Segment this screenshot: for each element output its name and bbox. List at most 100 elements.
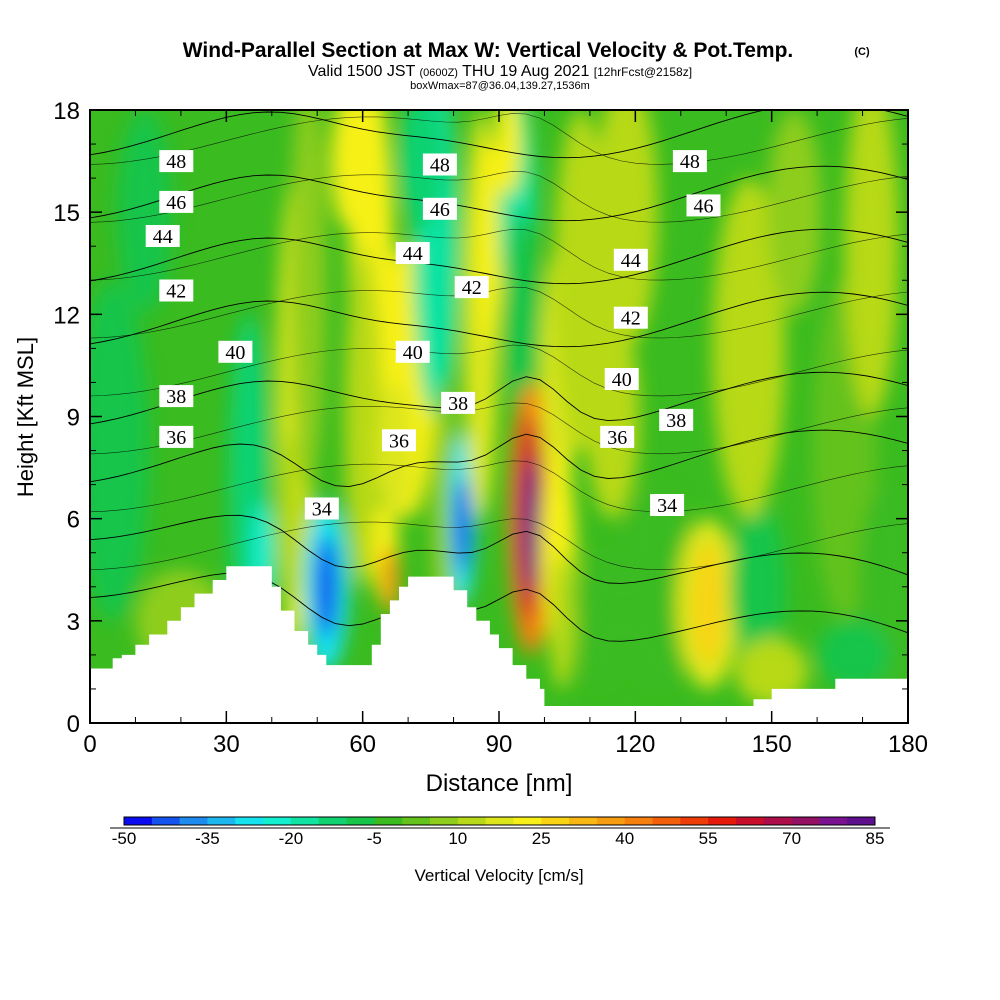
w-cell — [522, 457, 539, 594]
colorbar-swatch — [179, 817, 208, 825]
colorbar-swatch — [680, 817, 709, 825]
subtitle-zulu: (0600Z) — [419, 67, 458, 79]
plot-area: 48 48 48 46 46 46 44 44 44 42 42 42 40 40 40 38 38 38 36 36… — [90, 110, 908, 723]
contour-label: 40 — [218, 340, 253, 364]
y-tick-label: 18 — [53, 98, 80, 125]
contour-label: 48 — [672, 150, 707, 173]
contour-label-text: 36 — [607, 427, 627, 449]
isentrope-line — [90, 514, 908, 584]
x-tick-label: 30 — [213, 731, 240, 758]
contour-label-box — [395, 340, 430, 363]
x-axis-label: Distance [nm] — [426, 770, 573, 797]
chart-box-info: boxWmax=87@36.04,139.27,1536m — [410, 80, 590, 92]
colorbar-tick-label: -50 — [112, 829, 137, 848]
colorbar-swatch — [735, 817, 765, 825]
contour-label-text: 46 — [694, 195, 714, 217]
x-axis: 0 30 60 90 120 150 180 — [83, 110, 928, 758]
isentrope-line — [90, 228, 908, 281]
contour-label-box — [159, 279, 194, 302]
colorbar-swatch — [374, 817, 403, 825]
contour-label-box — [159, 150, 194, 173]
contour-label-text: 34 — [657, 495, 677, 517]
colorbar-swatch — [207, 817, 236, 825]
w-cell — [90, 280, 150, 621]
contour-label-box — [600, 425, 635, 448]
x-tick-label: 150 — [752, 731, 792, 758]
isentrope-line — [90, 518, 908, 570]
colorbar-swatch — [457, 817, 486, 825]
contour-label-box — [395, 242, 430, 264]
contour-label: 44 — [145, 225, 180, 248]
contour-label: 36 — [600, 425, 635, 449]
colorbar-swatch — [290, 817, 320, 825]
contour-label-box — [650, 494, 685, 516]
contour-label-box — [604, 368, 639, 390]
colorbar-swatch — [235, 817, 264, 825]
colorbar-swatch — [624, 817, 653, 825]
isentrope-line — [90, 371, 908, 425]
contour-label-text: 48 — [680, 151, 700, 173]
contour-label: 44 — [395, 242, 430, 265]
w-cell — [767, 110, 822, 315]
colorbar-tick-label: -5 — [367, 829, 382, 848]
isentrope-line — [90, 165, 908, 222]
contour-label-box — [613, 248, 648, 271]
colorbar-tick-label: 85 — [866, 829, 885, 848]
contour-label: 44 — [613, 248, 648, 272]
contour-label-text: 36 — [389, 430, 409, 452]
y-tick-label: 6 — [67, 507, 80, 534]
colorbar-swatch — [596, 817, 626, 825]
colorbar-swatch — [791, 817, 820, 825]
y-tick-label: 12 — [53, 302, 80, 329]
isentrope-line — [90, 286, 908, 339]
contour-label: 42 — [159, 279, 194, 303]
w-cell — [621, 484, 695, 689]
contour-label: 36 — [159, 425, 194, 449]
colorbar-swatch — [402, 817, 431, 825]
colorbar-swatch — [124, 817, 153, 825]
colorbar-swatch — [541, 817, 570, 825]
contour-label: 40 — [604, 368, 639, 391]
contour-label: 34 — [304, 497, 339, 521]
colorbar-tick-label: 40 — [615, 829, 634, 848]
contour-label: 42 — [454, 276, 489, 299]
colorbar-swatch — [847, 817, 876, 825]
x-tick-label: 0 — [83, 731, 96, 758]
contour-label-box — [159, 190, 194, 213]
colorbar-swatch — [569, 817, 598, 825]
w-cell — [380, 545, 399, 615]
x-tick-label: 180 — [888, 731, 928, 758]
contour-label-box — [686, 194, 721, 217]
contour-label-box — [304, 497, 339, 520]
w-cell — [844, 110, 899, 417]
colorbar-swatch — [763, 817, 792, 825]
colorbar-tick-label: 25 — [532, 829, 551, 848]
isentrope-line — [90, 228, 908, 285]
contour-label: 38 — [659, 408, 694, 432]
contour-label-text: 46 — [166, 192, 186, 214]
colorbar-swatch — [151, 817, 181, 825]
y-axis-label: Height [Kft MSL] — [13, 337, 38, 497]
contour-label-text: 40 — [225, 342, 245, 364]
contour-label-text: 44 — [153, 226, 173, 248]
contour-label: 48 — [159, 150, 194, 173]
w-cell — [289, 110, 327, 485]
w-cell — [454, 477, 471, 574]
y-tick-label: 3 — [67, 609, 80, 636]
contour-label-text: 36 — [166, 427, 186, 449]
contour-label-box — [218, 340, 253, 363]
colorbar-tick-label: 55 — [699, 829, 718, 848]
colorbar-swatch — [263, 817, 292, 825]
isentrope-line — [90, 402, 908, 455]
colorbar-swatch — [318, 817, 347, 825]
colorbar-swatch — [485, 817, 514, 825]
contour-label-box — [454, 276, 489, 299]
contour-label: 38 — [441, 391, 476, 415]
contour-label-text: 34 — [312, 499, 332, 521]
colorbar-swatch — [708, 817, 737, 825]
contour-label: 36 — [382, 429, 416, 452]
colorbar-swatch — [513, 817, 542, 825]
colorbar-swatch — [346, 817, 375, 825]
y-tick-label: 0 — [67, 711, 80, 738]
